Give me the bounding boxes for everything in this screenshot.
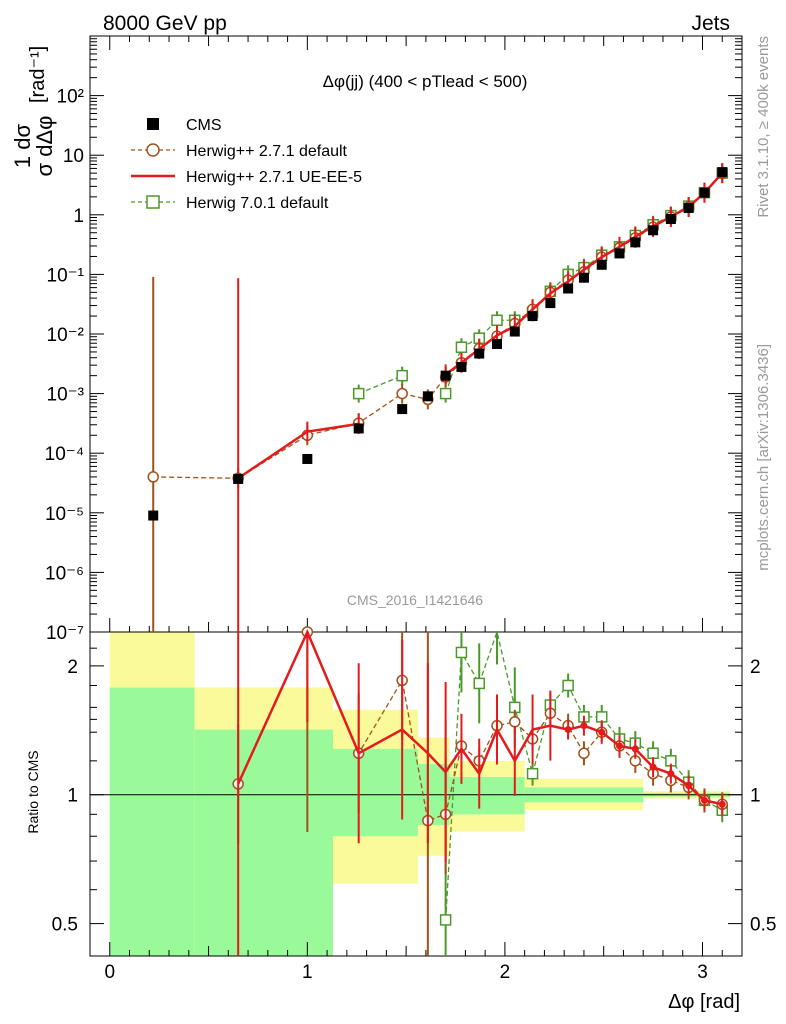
cms-point: [509, 326, 520, 337]
main-ylabel: 1 dσ σ dΔφ [rad⁻¹]: [10, 46, 57, 177]
band-green-0: [109, 687, 195, 956]
ratio-ytick-label-right: 1: [750, 786, 761, 807]
legend-herwig-default-marker: [146, 143, 160, 157]
main-ytick-label: 10⁻²: [47, 325, 85, 346]
cms-point: [665, 214, 676, 225]
header-left: 8000 GeV pp: [103, 12, 227, 35]
main-ytick-label: 10⁻⁵: [45, 504, 84, 525]
cms-point: [578, 272, 589, 283]
main-ytick-label: 10²: [57, 87, 84, 108]
main-ytick-label: 1: [73, 206, 84, 227]
main-ytick-label: 10⁻⁶: [45, 563, 84, 584]
side-text-top: Rivet 3.1.10, ≥ 400k events: [755, 36, 772, 218]
series-herwig7-line: [358, 375, 403, 395]
cms-point: [353, 423, 364, 434]
ratio-ytick-label: 0.5: [52, 915, 78, 936]
ratio-herwig-ueee5-line: [237, 628, 723, 806]
herwig-default-point: [396, 387, 408, 400]
cms-point: [630, 237, 641, 248]
cms-point: [302, 453, 313, 464]
herwig-default-point: [147, 471, 159, 483]
ratio-herwig-default-line: [237, 630, 723, 822]
ratio-herwig-ueee5-point: [649, 763, 657, 771]
ratio-ytick-label-right: 2: [750, 657, 761, 678]
ratio-herwig-default-point: [578, 747, 590, 760]
series-herwig-ueee5-line: [237, 422, 359, 480]
plot-layer: 10⁻⁷ 10⁻⁶ 10⁻⁵ 10⁻⁴ 10⁻³ 10⁻² 10⁻¹ 1 10 10² 0 1 2 3 0.…: [45, 35, 776, 983]
cms-point: [456, 361, 467, 372]
legend-label: Herwig 7.0.1 default: [186, 195, 329, 212]
cms-point: [648, 225, 659, 236]
main-ytick-label: 10⁻⁴: [45, 444, 84, 465]
legend-label: Herwig++ 2.7.1 UE-EE-5: [186, 169, 362, 186]
ratio-frame: [89, 631, 743, 957]
ratio-herwig7-point: [562, 679, 574, 692]
ratio-herwig7-point: [526, 767, 539, 780]
main-ytick-label: 10⁻¹: [47, 265, 85, 286]
band-green-1: [194, 729, 334, 956]
main-ytick-label: 10: [63, 146, 84, 167]
cms-point: [596, 259, 607, 270]
ratio-xtick-label: 1: [302, 962, 313, 983]
cms-point: [474, 348, 485, 359]
herwig7-point: [455, 341, 468, 353]
cms-point: [397, 404, 408, 415]
ratio-ytick-label: 2: [67, 657, 78, 678]
series-herwig7-line: [445, 172, 723, 394]
ratio-herwig-ueee5-point: [685, 782, 693, 790]
cms-point: [440, 370, 451, 381]
main-title: Δφ(jj) (400 < pTlead < 500): [323, 72, 528, 91]
cms-point: [148, 510, 159, 521]
legend-label: CMS: [186, 117, 222, 134]
cms-point: [545, 298, 556, 309]
ratio-xtick-label: 2: [500, 962, 511, 983]
herwig7-point: [396, 369, 408, 382]
cms-point: [422, 391, 433, 402]
cms-point: [527, 311, 538, 322]
side-text-bottom: mcplots.cern.ch [arXiv:1306.3436]: [755, 344, 772, 571]
ratio-herwig-ueee5-point: [580, 722, 588, 730]
main-ytick-label: 10⁻³: [47, 385, 85, 406]
herwig7-point: [352, 387, 365, 400]
watermark: CMS_2016_I1421646: [347, 592, 483, 608]
ratio-herwig-ueee5-point: [598, 728, 606, 736]
svg-text:[rad⁻¹]: [rad⁻¹]: [27, 46, 49, 103]
main-ytick-label: 10⁻⁷: [46, 623, 84, 644]
legend-herwig7-marker: [146, 195, 160, 209]
ratio-herwig7-point: [439, 914, 452, 926]
ratio-herwig7-point: [647, 747, 659, 760]
ratio-herwig-ueee5-point: [700, 796, 708, 804]
ratio-herwig-ueee5-point: [616, 742, 624, 750]
ratio-herwig-ueee5-point: [631, 745, 639, 753]
cms-point: [717, 167, 728, 178]
herwig7-point: [491, 314, 503, 327]
cms-point: [233, 473, 244, 484]
cms-point: [699, 187, 710, 198]
ratio-xtick-label: 0: [104, 962, 115, 983]
legend-cms-marker: [147, 118, 159, 130]
ratio-xtick-label: 3: [697, 962, 708, 983]
ratio-herwig7-point: [455, 646, 468, 659]
ratio-herwig-ueee5-point: [718, 800, 726, 808]
ratio-ytick-label: 1: [67, 786, 78, 807]
ratio-herwig-ueee5-point: [667, 770, 675, 778]
cms-point: [563, 283, 574, 294]
cms-point: [614, 248, 625, 259]
svg-text:σ dΔφ: σ dΔφ: [32, 116, 57, 177]
cms-point: [492, 338, 503, 349]
cms-point: [683, 203, 694, 214]
band-green-2: [333, 748, 418, 837]
svg-text:1 dσ: 1 dσ: [10, 124, 35, 169]
legend-label: Herwig++ 2.7.1 default: [186, 143, 348, 160]
herwig7-point: [439, 387, 452, 400]
x-axis-label: Δφ [rad]: [668, 991, 740, 1013]
ratio-ytick-label-right: 0.5: [750, 915, 776, 936]
ratio-herwig7-point: [473, 677, 485, 690]
header-right: Jets: [691, 12, 730, 35]
ratio-ylabel: Ratio to CMS: [25, 750, 41, 833]
ratio-herwig-default-point: [509, 716, 521, 728]
ratio-herwig-ueee5-point: [564, 726, 572, 734]
